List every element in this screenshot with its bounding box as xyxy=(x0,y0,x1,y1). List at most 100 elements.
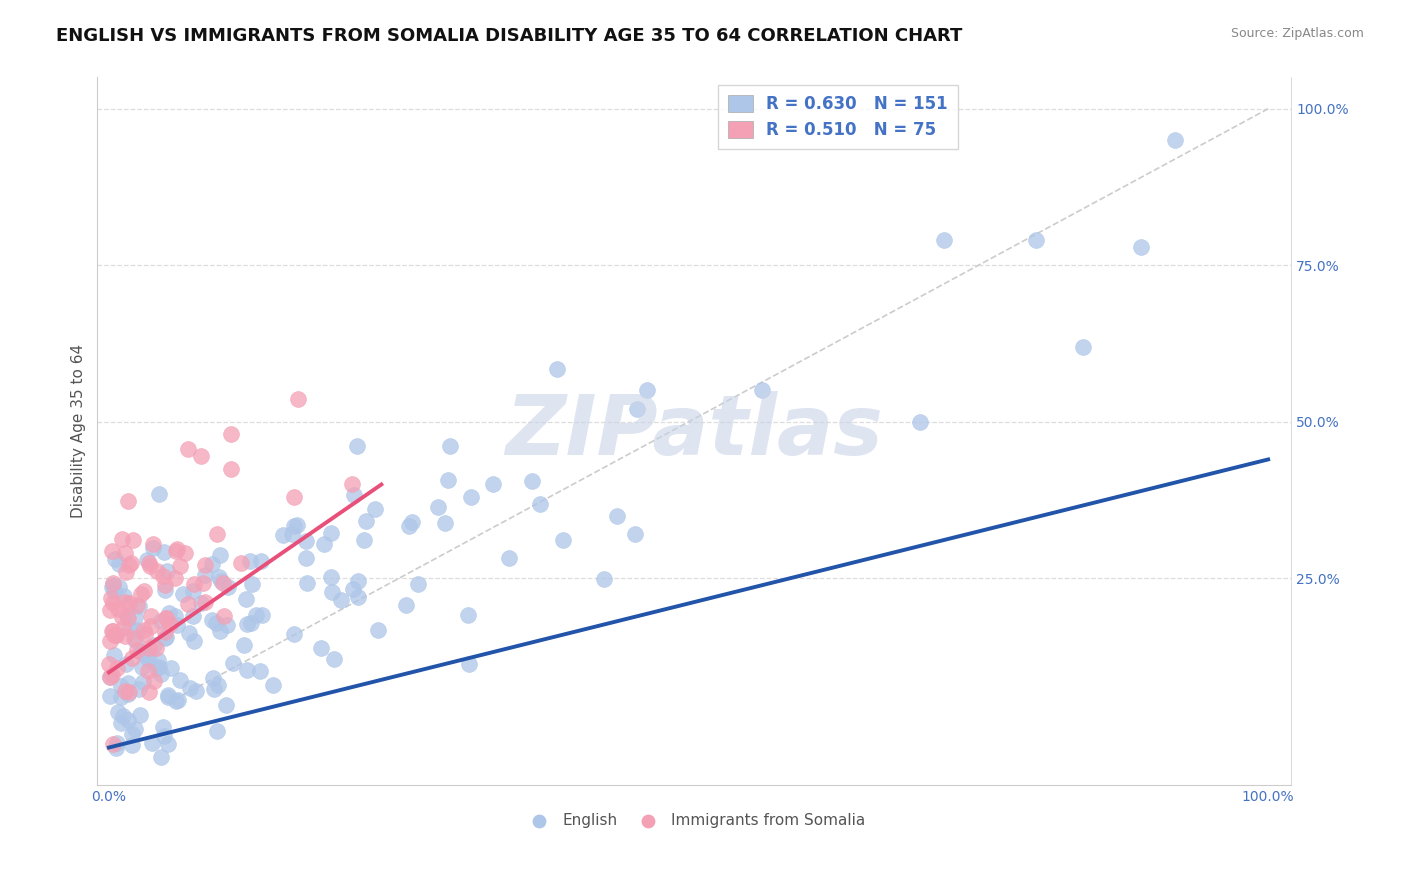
Text: ENGLISH VS IMMIGRANTS FROM SOMALIA DISABILITY AGE 35 TO 64 CORRELATION CHART: ENGLISH VS IMMIGRANTS FROM SOMALIA DISAB… xyxy=(56,27,963,45)
Point xyxy=(98,603,121,617)
Point xyxy=(249,664,271,678)
Point xyxy=(294,550,316,565)
Point xyxy=(124,609,146,624)
Point xyxy=(297,575,319,590)
Point xyxy=(208,570,231,584)
Point xyxy=(212,575,235,590)
Point xyxy=(101,668,124,682)
Point xyxy=(271,528,294,542)
Point xyxy=(145,641,167,656)
Point xyxy=(624,527,647,541)
Point xyxy=(146,652,169,666)
Point xyxy=(105,628,128,642)
Point xyxy=(105,736,128,750)
Point xyxy=(127,599,149,613)
Point xyxy=(283,626,305,640)
Point xyxy=(152,569,174,583)
Point xyxy=(194,595,217,609)
Point xyxy=(138,685,160,699)
Point xyxy=(498,550,520,565)
Point xyxy=(104,740,127,755)
Point xyxy=(233,638,256,652)
Point xyxy=(98,657,121,671)
Point xyxy=(239,554,262,568)
Point xyxy=(136,649,159,664)
Point xyxy=(165,694,187,708)
Point xyxy=(229,556,252,570)
Text: ZIPatlas: ZIPatlas xyxy=(505,391,883,472)
Point xyxy=(592,572,614,586)
Point xyxy=(132,584,155,599)
Point xyxy=(181,583,204,598)
Point xyxy=(155,611,177,625)
Point xyxy=(342,582,364,596)
Point xyxy=(215,617,238,632)
Point xyxy=(128,599,150,613)
Point xyxy=(118,685,141,699)
Point xyxy=(156,564,179,578)
Point xyxy=(437,473,460,487)
Point xyxy=(169,673,191,687)
Point xyxy=(546,362,568,376)
Point xyxy=(346,574,368,588)
Point xyxy=(110,679,132,693)
Point xyxy=(434,516,457,531)
Point xyxy=(153,631,176,645)
Point xyxy=(240,576,263,591)
Point xyxy=(157,688,180,702)
Point xyxy=(207,678,229,692)
Point xyxy=(117,621,139,635)
Point xyxy=(329,593,352,607)
Point xyxy=(105,628,128,642)
Point xyxy=(114,629,136,643)
Point xyxy=(155,630,177,644)
Point xyxy=(124,633,146,648)
Point xyxy=(115,565,138,579)
Point xyxy=(114,684,136,698)
Point xyxy=(127,643,149,657)
Point xyxy=(200,613,222,627)
Point xyxy=(322,652,344,666)
Point xyxy=(1164,133,1187,147)
Point xyxy=(100,591,122,605)
Point xyxy=(101,544,124,558)
Point xyxy=(160,660,183,674)
Point xyxy=(222,656,245,670)
Point xyxy=(250,553,273,567)
Point xyxy=(283,519,305,533)
Point xyxy=(131,674,153,689)
Point xyxy=(159,606,181,620)
Point xyxy=(148,487,170,501)
Point xyxy=(142,537,165,551)
Point xyxy=(236,663,259,677)
Point xyxy=(136,664,159,678)
Point xyxy=(134,647,156,661)
Point xyxy=(202,681,225,696)
Point xyxy=(205,723,228,738)
Point xyxy=(207,526,229,541)
Point xyxy=(149,750,172,764)
Point xyxy=(626,401,648,416)
Point xyxy=(235,616,257,631)
Point xyxy=(101,578,124,592)
Point xyxy=(194,558,217,573)
Point xyxy=(460,490,482,504)
Point xyxy=(295,534,318,549)
Point xyxy=(217,580,239,594)
Point xyxy=(139,558,162,573)
Point xyxy=(108,580,131,594)
Point xyxy=(165,544,187,558)
Point xyxy=(131,660,153,674)
Point xyxy=(152,720,174,734)
Point xyxy=(115,657,138,671)
Point xyxy=(121,650,143,665)
Point xyxy=(152,545,174,559)
Point xyxy=(108,557,131,571)
Point xyxy=(367,623,389,637)
Point xyxy=(128,681,150,696)
Point xyxy=(287,392,309,406)
Point xyxy=(143,638,166,652)
Point xyxy=(193,576,215,591)
Point xyxy=(166,693,188,707)
Point xyxy=(121,727,143,741)
